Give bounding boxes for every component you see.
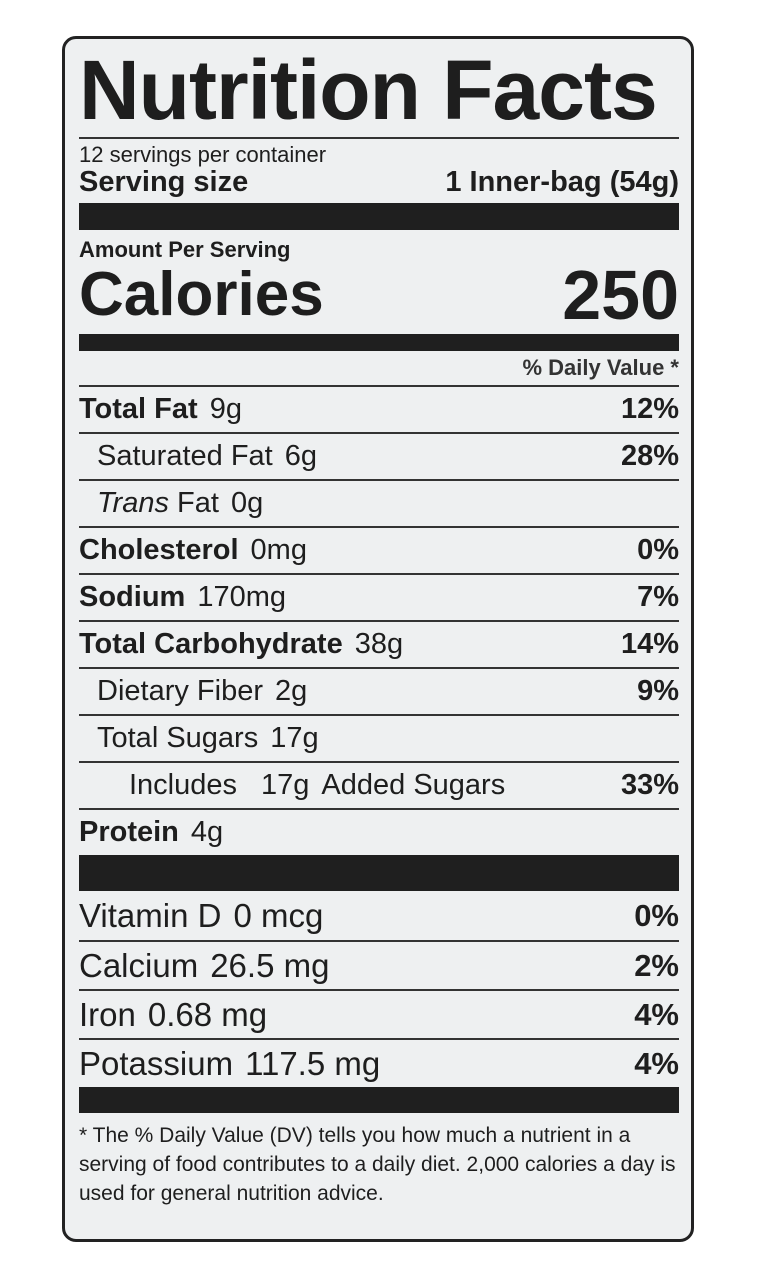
nutrient-dv: 9% — [637, 675, 679, 707]
nutrient-name: Total Sugars — [97, 722, 259, 754]
vitamin-name: Potassium — [79, 1044, 234, 1082]
vitamin-dv: 0% — [634, 897, 679, 933]
daily-value-header: % Daily Value * — [522, 355, 679, 380]
nutrient-dv: 28% — [620, 440, 679, 472]
nutrient-row-saturated-fat: Saturated Fat 6g 28% — [79, 432, 679, 479]
nutrient-row-sodium: Sodium 170mg 7% — [79, 573, 679, 620]
nutrient-name-suffix: Fat — [177, 487, 219, 519]
nutrient-amount: 17g — [270, 722, 319, 754]
nutrient-dv: 33% — [620, 769, 679, 801]
vitamin-amount: 0 mcg — [233, 896, 324, 934]
vitamin-row-vitamin-d: Vitamin D 0 mcg 0% — [79, 891, 679, 940]
nutrient-row-protein: Protein 4g — [79, 808, 679, 855]
footnote: * The % Daily Value (DV) tells you how m… — [79, 1124, 676, 1205]
nutrient-name: Total Carbohydrate — [79, 628, 343, 660]
nutrient-name: Saturated Fat — [97, 440, 273, 472]
label-title: Nutrition Facts — [79, 43, 658, 137]
vitamin-amount: 0.68 mg — [147, 995, 268, 1033]
nutrient-row-total-fat: Total Fat 9g 12% — [79, 385, 679, 432]
vitamin-name: Vitamin D — [79, 896, 222, 934]
nutrient-amount: 6g — [284, 440, 317, 472]
nutrient-amount: 38g — [354, 628, 404, 660]
nutrient-amount: 2g — [275, 675, 308, 707]
vitamin-dv: 4% — [634, 1045, 679, 1081]
nutrient-name: Sodium — [79, 581, 186, 613]
nutrient-row-total-sugars: Total Sugars 17g — [79, 714, 679, 761]
nutrient-amount: 0mg — [250, 534, 307, 566]
vitamin-dv: 4% — [634, 996, 679, 1032]
nutrient-name: Cholesterol — [79, 534, 239, 566]
nutrient-row-trans-fat: Trans Fat 0g — [79, 479, 679, 526]
nutrient-dv: 7% — [637, 581, 679, 613]
calories-label: Calories — [79, 260, 324, 329]
thick-divider — [79, 203, 679, 230]
serving-size-row: Serving size 1 Inner-bag (54g) — [79, 167, 679, 197]
servings-per-container: 12 servings per container — [79, 142, 327, 167]
vitamin-name: Calcium — [79, 946, 199, 984]
serving-size-label: Serving size — [79, 166, 249, 198]
vitamin-amount: 26.5 mg — [210, 946, 330, 984]
nutrient-row-cholesterol: Cholesterol 0mg 0% — [79, 526, 679, 573]
nutrient-name: Includes — [129, 769, 238, 801]
nutrition-facts-label: Nutrition Facts 12 servings per containe… — [62, 36, 694, 1242]
thick-divider — [79, 855, 679, 891]
divider — [79, 137, 679, 139]
nutrient-amount: 170mg — [197, 581, 287, 613]
nutrient-dv: 14% — [620, 628, 679, 660]
nutrient-name: Dietary Fiber — [97, 675, 263, 707]
nutrient-dv: 0% — [637, 534, 679, 566]
nutrient-amount: 9g — [209, 393, 242, 425]
nutrient-row-dietary-fiber: Dietary Fiber 2g 9% — [79, 667, 679, 714]
nutrient-row-total-carbohydrate: Total Carbohydrate 38g 14% — [79, 620, 679, 667]
nutrient-amount: 0g — [230, 487, 264, 519]
vitamin-dv: 2% — [634, 947, 679, 983]
serving-size-value: 1 Inner-bag (54g) — [445, 166, 679, 198]
nutrient-row-added-sugars: Includes 17g Added Sugars 33% — [79, 761, 679, 808]
thick-divider — [79, 334, 679, 351]
nutrient-name: Protein — [79, 816, 179, 848]
calories-row: Calories 250 — [79, 256, 679, 334]
vitamin-amount: 117.5 mg — [245, 1044, 381, 1082]
nutrient-name-suffix: Added Sugars — [321, 769, 506, 801]
calories-value: 250 — [562, 256, 679, 334]
nutrient-name: Total Fat — [79, 393, 198, 425]
thick-divider — [79, 1087, 679, 1113]
vitamin-row-calcium: Calcium 26.5 mg 2% — [79, 940, 679, 989]
vitamin-row-iron: Iron 0.68 mg 4% — [79, 989, 679, 1038]
vitamin-name: Iron — [79, 995, 136, 1033]
nutrient-name: Trans — [97, 487, 169, 519]
nutrient-amount: 4g — [190, 816, 224, 848]
nutrient-dv: 12% — [620, 393, 679, 425]
nutrient-amount: 17g — [261, 769, 310, 801]
amount-per-serving: Amount Per Serving — [79, 237, 291, 262]
vitamin-row-potassium: Potassium 117.5 mg 4% — [79, 1038, 679, 1087]
